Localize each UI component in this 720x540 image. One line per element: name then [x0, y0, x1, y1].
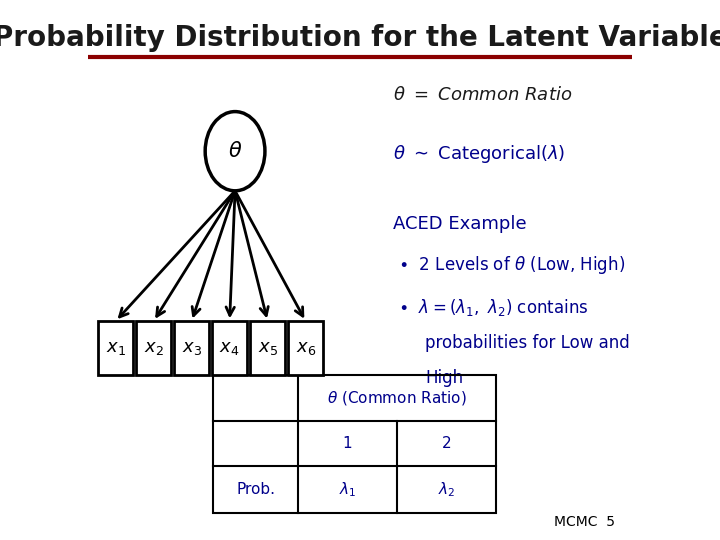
- Text: $x_2$: $x_2$: [143, 339, 163, 357]
- Ellipse shape: [205, 112, 265, 191]
- Text: MCMC  5: MCMC 5: [554, 515, 616, 529]
- Text: $\bullet$  $\lambda = (\lambda_1,\ \lambda_2)$ contains: $\bullet$ $\lambda = (\lambda_1,\ \lambd…: [398, 298, 588, 318]
- Text: $\bullet$  2 Levels of $\theta$ (Low, High): $\bullet$ 2 Levels of $\theta$ (Low, Hig…: [398, 254, 625, 275]
- Text: probabilities for Low and: probabilities for Low and: [426, 334, 630, 352]
- Text: $\theta$: $\theta$: [228, 141, 242, 161]
- Text: 2: 2: [441, 436, 451, 451]
- Text: $\lambda_2$: $\lambda_2$: [438, 480, 455, 499]
- Text: $\theta\ \sim\ \mathrm{Categorical}(\lambda)$: $\theta\ \sim\ \mathrm{Categorical}(\lam…: [392, 143, 565, 165]
- FancyBboxPatch shape: [250, 321, 285, 375]
- Text: Prob.: Prob.: [236, 482, 275, 497]
- FancyBboxPatch shape: [174, 321, 210, 375]
- Bar: [213, 375, 496, 513]
- Text: $\theta$ (Common Ratio): $\theta$ (Common Ratio): [327, 389, 467, 407]
- FancyBboxPatch shape: [136, 321, 171, 375]
- Text: $\theta$ $=$ $Common\ Ratio$: $\theta$ $=$ $Common\ Ratio$: [392, 85, 572, 104]
- Text: $x_5$: $x_5$: [258, 339, 278, 357]
- FancyBboxPatch shape: [212, 321, 247, 375]
- Text: $x_4$: $x_4$: [220, 339, 240, 357]
- Text: High: High: [426, 369, 463, 387]
- Text: Probability Distribution for the Latent Variable: Probability Distribution for the Latent …: [0, 24, 720, 52]
- Text: $x_3$: $x_3$: [181, 339, 202, 357]
- FancyBboxPatch shape: [98, 321, 133, 375]
- FancyBboxPatch shape: [288, 321, 323, 375]
- Text: ACED Example: ACED Example: [392, 215, 526, 233]
- Text: $\lambda_1$: $\lambda_1$: [339, 480, 356, 499]
- Text: $x_1$: $x_1$: [106, 339, 125, 357]
- Text: $x_6$: $x_6$: [295, 339, 316, 357]
- Text: 1: 1: [343, 436, 352, 451]
